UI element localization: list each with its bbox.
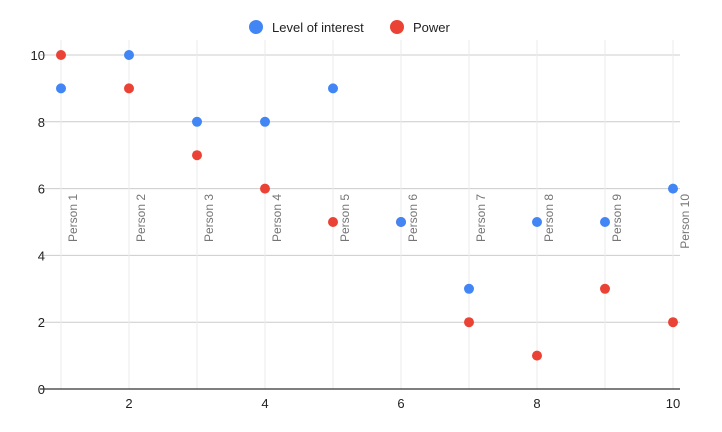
point-label: Person 3 xyxy=(202,194,216,242)
legend: Level of interest Power xyxy=(249,20,451,35)
x-tick-label: 4 xyxy=(261,396,268,411)
data-point xyxy=(56,50,66,60)
data-point xyxy=(668,317,678,328)
x-axis-ticks: 2 4 6 8 10 xyxy=(125,396,680,411)
data-point xyxy=(260,183,270,194)
legend-label: Power xyxy=(413,20,451,35)
legend-label: Level of interest xyxy=(272,20,364,35)
x-tick-label: 6 xyxy=(397,396,404,411)
data-point xyxy=(192,150,202,161)
data-point xyxy=(124,50,134,60)
data-point xyxy=(260,116,270,127)
data-point xyxy=(328,83,338,94)
y-tick-label: 2 xyxy=(38,315,45,330)
data-point xyxy=(600,283,610,294)
y-tick-label: 6 xyxy=(38,182,45,197)
data-point xyxy=(600,217,610,227)
legend-marker xyxy=(249,20,263,34)
point-label: Person 5 xyxy=(338,194,352,242)
x-tick-label: 10 xyxy=(666,396,680,411)
x-tick-label: 2 xyxy=(125,396,132,411)
data-point xyxy=(124,83,134,94)
point-label: Person 8 xyxy=(542,194,556,242)
data-points xyxy=(56,50,678,361)
y-tick-label: 10 xyxy=(31,48,45,63)
point-label: Person 4 xyxy=(270,194,284,242)
data-point xyxy=(532,350,542,361)
data-point xyxy=(668,183,678,194)
data-point xyxy=(192,116,202,127)
x-tick-label: 8 xyxy=(533,396,540,411)
point-labels: Person 1 Person 2 Person 3 Person 4 Person 5… xyxy=(66,194,692,249)
data-point xyxy=(464,317,474,328)
point-label: Person 2 xyxy=(134,194,148,242)
point-label: Person 7 xyxy=(474,194,488,242)
point-label: Person 6 xyxy=(406,194,420,242)
point-label: Person 9 xyxy=(610,194,624,242)
grid-lines xyxy=(40,40,680,389)
data-point xyxy=(56,83,66,94)
legend-marker xyxy=(390,20,404,34)
y-tick-label: 8 xyxy=(38,115,45,130)
point-label: Person 1 xyxy=(66,194,80,242)
data-point xyxy=(464,283,474,294)
data-point xyxy=(328,217,338,227)
point-label: Person 10 xyxy=(678,194,692,249)
data-point xyxy=(396,217,406,227)
y-tick-label: 4 xyxy=(38,248,45,263)
data-point xyxy=(532,217,542,227)
